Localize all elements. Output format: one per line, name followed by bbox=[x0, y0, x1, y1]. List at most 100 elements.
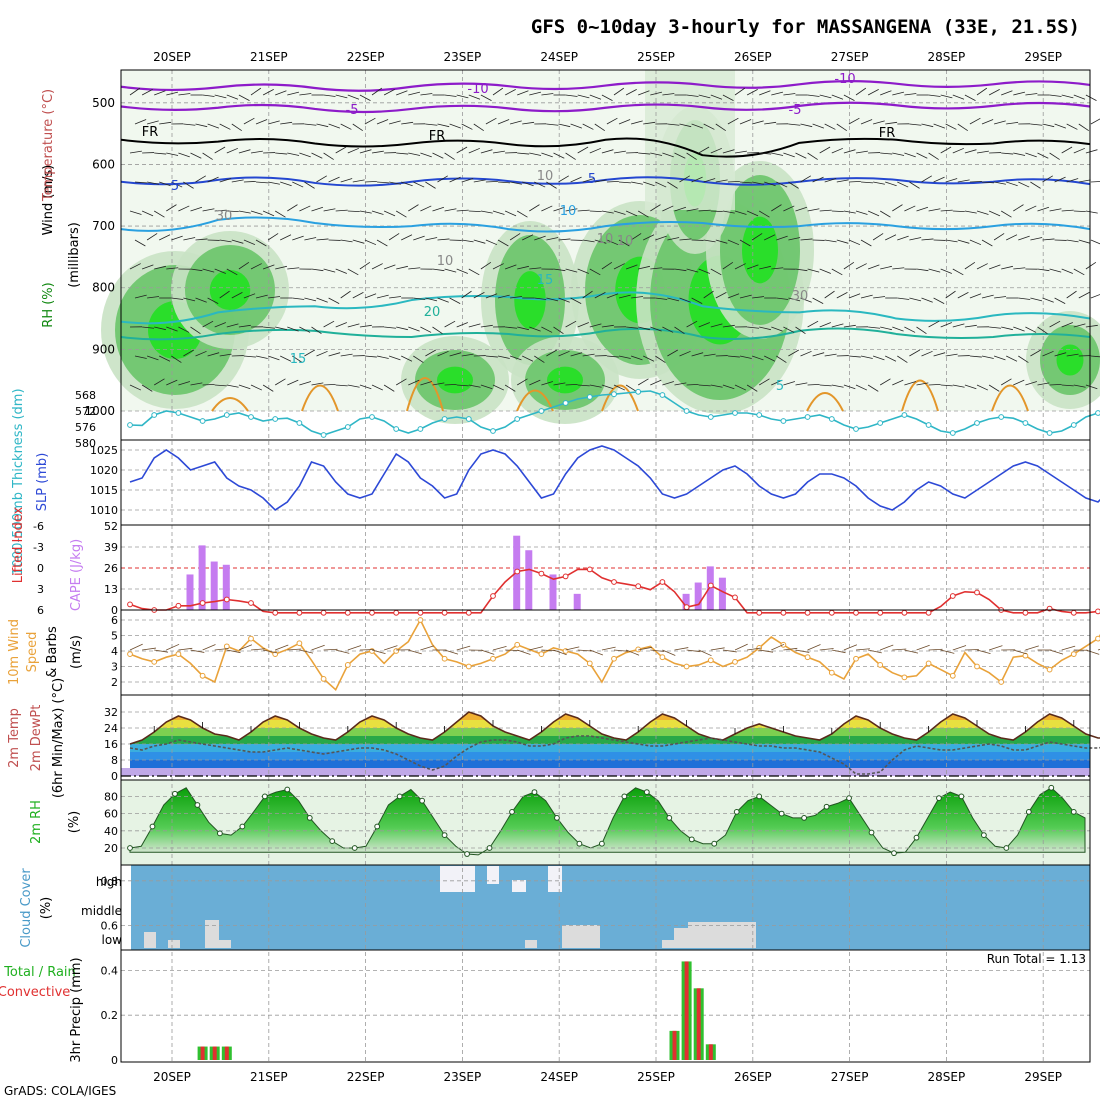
wind-barb bbox=[807, 268, 820, 273]
rh-point bbox=[306, 815, 313, 821]
wind-barb bbox=[437, 175, 448, 183]
surface-wind-barb bbox=[940, 649, 955, 654]
wind-barb bbox=[389, 181, 401, 185]
wind-barb bbox=[674, 268, 687, 272]
wind-barb bbox=[594, 292, 606, 299]
wind-barb bbox=[904, 381, 916, 386]
wind-barb bbox=[831, 384, 844, 388]
wind-barb bbox=[492, 150, 505, 154]
wind-barb bbox=[976, 210, 989, 215]
wind-barb bbox=[287, 379, 299, 386]
wind-speed-line-point bbox=[586, 660, 593, 667]
wind-barb bbox=[214, 146, 226, 154]
lifted-ytick: -6 bbox=[33, 520, 44, 533]
wind-barb bbox=[928, 320, 940, 328]
wind-barb bbox=[800, 123, 813, 128]
wind-barb bbox=[626, 326, 639, 329]
wind-barb bbox=[1013, 152, 1026, 156]
wind-barb bbox=[231, 123, 242, 132]
surface-wind-barb bbox=[1049, 649, 1064, 655]
wind-barb bbox=[703, 178, 716, 183]
wind-speed-line-point bbox=[1046, 666, 1053, 673]
wind-barb bbox=[456, 209, 469, 212]
wind-speed-line-point bbox=[248, 635, 254, 642]
rh-point bbox=[374, 823, 381, 830]
wind-barb bbox=[945, 239, 958, 243]
rh-shade-core bbox=[437, 366, 473, 394]
wind-barb bbox=[892, 379, 904, 386]
wind-barb bbox=[1085, 324, 1098, 328]
lifted-index-line-point bbox=[925, 609, 932, 616]
wind-barb bbox=[183, 237, 196, 241]
wind-barb bbox=[408, 204, 419, 212]
wind-barb bbox=[219, 178, 232, 183]
wind-barb bbox=[1018, 297, 1031, 300]
wind-barb bbox=[129, 210, 142, 215]
wind-speed-line-point bbox=[853, 655, 859, 662]
wind-barb bbox=[432, 206, 445, 212]
wind-barb bbox=[497, 239, 509, 247]
wind-barb bbox=[771, 91, 784, 96]
wind-barb bbox=[1061, 209, 1074, 212]
isotherm-label: FR bbox=[879, 126, 896, 141]
wind-barb bbox=[480, 149, 493, 154]
wind-barb bbox=[207, 176, 219, 183]
wind-barb bbox=[323, 320, 335, 328]
thickness-line-point bbox=[320, 432, 327, 438]
isotherm-label: FR bbox=[429, 129, 446, 144]
wind-barb bbox=[517, 152, 530, 155]
thickness-line-point bbox=[1095, 410, 1100, 416]
wind-barb bbox=[166, 267, 179, 270]
ua-ylabel-temp: Temperature (°C) bbox=[41, 89, 56, 202]
wind-barb bbox=[945, 290, 956, 299]
wind-barb bbox=[497, 181, 510, 184]
wind-barb bbox=[323, 152, 334, 160]
lifted-index-line-point bbox=[344, 609, 351, 616]
wind-barb bbox=[855, 263, 867, 270]
wind-barb bbox=[957, 239, 970, 244]
cloud-cell bbox=[662, 940, 674, 948]
wind-barb bbox=[860, 294, 873, 299]
wind-barb bbox=[916, 152, 928, 159]
wind-barb bbox=[183, 349, 194, 357]
wind-barb bbox=[904, 326, 916, 333]
wind-barb bbox=[468, 268, 480, 276]
wind-barb bbox=[783, 205, 795, 212]
wind-barb bbox=[843, 94, 855, 101]
wind-barb bbox=[311, 382, 324, 386]
wind-barb bbox=[698, 322, 710, 328]
wind-ytick: 2 bbox=[111, 676, 118, 689]
wind-barb bbox=[783, 381, 795, 386]
wind-barb bbox=[981, 355, 994, 359]
cape-ytick: 39 bbox=[104, 541, 118, 554]
wind-barb bbox=[364, 117, 376, 125]
wind-barb bbox=[267, 355, 280, 361]
wind-speed-line-point bbox=[223, 643, 230, 650]
surface-wind-barb bbox=[855, 648, 870, 651]
rh-point bbox=[1003, 845, 1010, 851]
temp-ytick: 24 bbox=[104, 722, 118, 735]
precip-ylabel-1: Total / Rain bbox=[3, 965, 76, 980]
wind-barb bbox=[819, 146, 831, 154]
wind-barb bbox=[214, 209, 227, 212]
precip-ytick: 0 bbox=[111, 1054, 118, 1067]
wind-barb bbox=[848, 239, 861, 246]
wind-barb bbox=[280, 121, 293, 125]
wind-barb bbox=[159, 355, 171, 362]
wind-barb bbox=[497, 119, 510, 125]
wind-barb bbox=[771, 326, 783, 332]
temp-line bbox=[129, 711, 1100, 745]
wind-barb bbox=[134, 181, 147, 184]
wind-barb bbox=[190, 206, 203, 212]
wind-barb bbox=[860, 119, 873, 125]
wind-barb bbox=[280, 355, 292, 362]
wind-barb bbox=[807, 152, 818, 160]
surface-wind-barb bbox=[250, 648, 265, 651]
wind-barb bbox=[383, 210, 396, 217]
wind-speed-line-point bbox=[417, 617, 424, 623]
wind-barb bbox=[522, 355, 534, 362]
wind-barb bbox=[819, 268, 831, 274]
wind-barb bbox=[383, 89, 395, 96]
wind-barb bbox=[154, 152, 167, 155]
wind-barb bbox=[722, 94, 734, 101]
